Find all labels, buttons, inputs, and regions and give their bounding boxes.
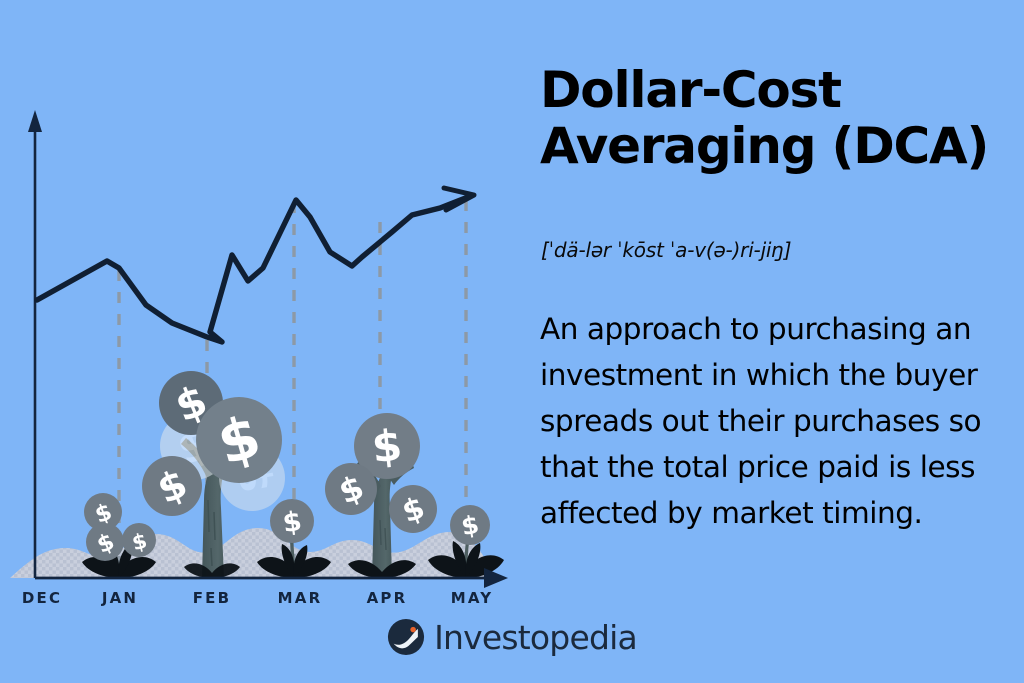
x-axis [35,568,508,588]
definition-text: An approach to purchasing an investment … [540,312,982,531]
ground-hills [10,528,496,578]
dca-chart-illustration: $ $ $ [0,0,520,620]
definition-panel: Dollar-Cost Averaging (DCA) [ˈdä-lər ˈkō… [540,0,1010,683]
y-axis [28,110,42,578]
coin-feb-large: $ [196,397,282,483]
coin-jan-1: $ [84,493,122,531]
x-tick-mar: MAR [277,589,323,607]
svg-text:$: $ [370,421,405,474]
pronunciation-text: [ˈdä-lər ˈkōst ˈa-v(ə-)ri-jiŋ] [541,238,792,262]
leaf-cluster-mar [257,544,331,578]
market-price-line [34,185,477,345]
leaf-cluster-feb [184,563,240,578]
investopedia-logo: Investopedia [0,615,1024,659]
plant-mar: $ [257,499,331,579]
page-title: Dollar-Cost Averaging (DCA) [540,61,989,175]
svg-text:$: $ [459,510,481,542]
leaf-cluster-jan [82,544,156,578]
x-tick-apr: APR [366,589,408,607]
coin-jan-2: $ [86,523,124,561]
x-tick-feb: FEB [192,589,232,607]
x-tick-dec: DEC [21,589,63,607]
coin-apr-1: $ [354,413,420,479]
x-tick-may: MAY [450,589,494,607]
svg-text:$: $ [129,529,149,556]
plant-apr: $ $ $ [325,413,437,578]
leaf-cluster-may [428,541,504,578]
coin-mar-1: $ [270,499,314,543]
x-tick-jan: JAN [101,589,139,607]
svg-text:$: $ [281,506,304,539]
plant-jan: $ $ $ [82,493,156,578]
leaf-cluster-apr [348,560,416,578]
coin-apr-2: $ [325,463,377,515]
coin-may-1: $ [450,505,490,545]
brand-name: Investopedia [434,617,638,657]
plant-may: $ [428,505,504,579]
coin-feb-2: $ [142,456,202,516]
plant-feb: $ $ $ $ $ [142,371,285,578]
investopedia-logo-mark [388,618,425,656]
coin-jan-3: $ [122,523,156,557]
coin-apr-3: $ [389,485,437,533]
